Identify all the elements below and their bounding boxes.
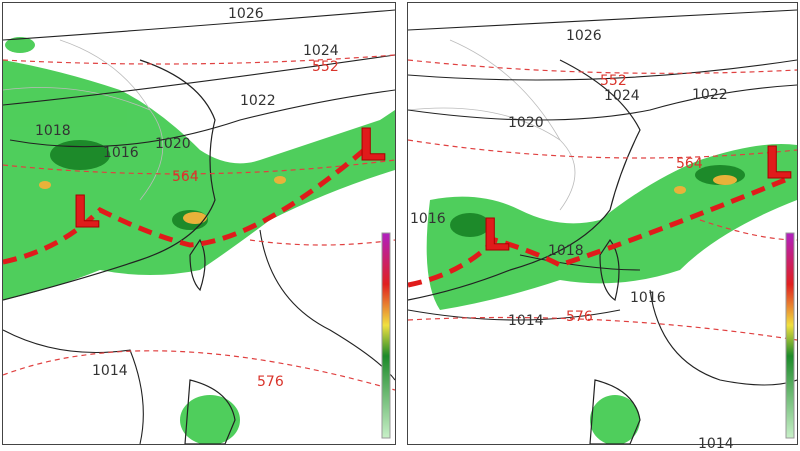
height-label: 564 bbox=[172, 169, 199, 185]
right-frame bbox=[407, 2, 798, 445]
isobar-label: 1014 bbox=[698, 436, 734, 451]
isobar-label: 1026 bbox=[228, 6, 264, 22]
isobar-label: 1016 bbox=[103, 145, 139, 161]
height-label: 564 bbox=[676, 156, 703, 172]
left-map bbox=[3, 3, 395, 444]
isobar-label: 1020 bbox=[155, 136, 191, 152]
isobar-label: 1014 bbox=[92, 363, 128, 379]
isobar-label: 1024 bbox=[303, 43, 339, 59]
isobar-label: 1016 bbox=[630, 290, 666, 306]
isobar-label: 1022 bbox=[692, 87, 728, 103]
height-label: 552 bbox=[312, 59, 339, 75]
left-frame bbox=[2, 2, 396, 445]
isobar-label: 1018 bbox=[35, 123, 71, 139]
isobar-label: 1022 bbox=[240, 93, 276, 109]
right-map bbox=[408, 3, 797, 444]
isobar-label: 1020 bbox=[508, 115, 544, 131]
isobar-label: 1014 bbox=[508, 313, 544, 329]
height-label: 576 bbox=[257, 374, 284, 390]
low-pressure-label: L bbox=[482, 210, 510, 261]
low-pressure-label: L bbox=[358, 120, 386, 171]
height-label: 552 bbox=[600, 73, 627, 89]
isobar-label: 1018 bbox=[548, 243, 584, 259]
isobar-label: 1016 bbox=[410, 211, 446, 227]
isobar-label: 1026 bbox=[566, 28, 602, 44]
height-label: 576 bbox=[566, 309, 593, 325]
low-pressure-label: L bbox=[764, 138, 792, 189]
low-pressure-label: L bbox=[72, 187, 100, 238]
isobar-label: 1024 bbox=[604, 88, 640, 104]
